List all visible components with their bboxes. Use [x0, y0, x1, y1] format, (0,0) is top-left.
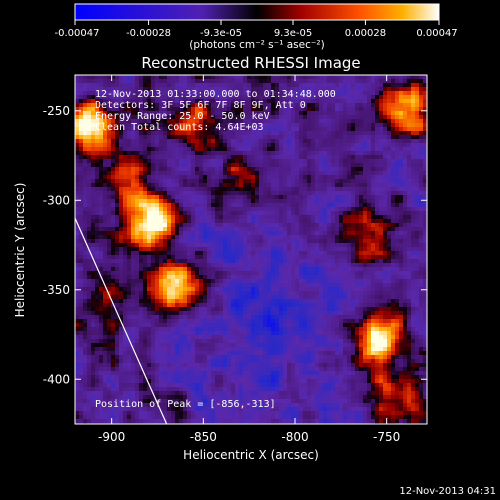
x-tick-label: -750: [373, 430, 400, 444]
y-tick-label: -250: [43, 104, 70, 118]
plot-frame: [74, 74, 428, 425]
x-tick-label: -900: [98, 430, 125, 444]
colorbar-tick-label: -0.00047: [55, 28, 100, 39]
info-line-time: 12-Nov-2013 01:33:00.000 to 01:34:48.000: [95, 89, 336, 100]
colorbar-tick-label: 0.00047: [416, 28, 457, 39]
colorbar-tick-label: -9.3e-05: [200, 28, 242, 39]
peak-position-label: Position of Peak = [-856,-313]: [95, 399, 276, 410]
info-line-energy: Energy Range: 25.0 - 50.0 keV: [95, 111, 270, 122]
x-tick-label: -800: [281, 430, 308, 444]
colorbar-tick-label: 9.3e-05: [274, 28, 312, 39]
colorbar-unit-label: (photons cm⁻² s⁻¹ asec⁻²): [189, 39, 324, 51]
y-tick-label: -350: [43, 283, 70, 297]
footer-timestamp: 12-Nov-2013 04:31: [399, 486, 496, 497]
y-tick-label: -300: [43, 193, 70, 207]
y-axis-label: Heliocentric Y (arcsec): [13, 183, 27, 318]
chart-title: Reconstructed RHESSI Image: [141, 54, 360, 72]
x-axis-label: Heliocentric X (arcsec): [183, 448, 319, 462]
solar-limb-line: [75, 217, 168, 424]
info-line-detectors: Detectors: 3F 5F 6F 7F 8F 9F, Att 0: [95, 100, 306, 111]
colorbar: [74, 3, 440, 21]
colorbar-tick-label: -0.00028: [126, 28, 171, 39]
heatmap-image: [75, 75, 427, 424]
x-tick-label: -850: [190, 430, 217, 444]
info-line-clean: Clean Total counts: 4.64E+03: [95, 122, 264, 133]
y-tick-label: -400: [43, 372, 70, 386]
colorbar-tick-label: 0.00028: [345, 28, 386, 39]
